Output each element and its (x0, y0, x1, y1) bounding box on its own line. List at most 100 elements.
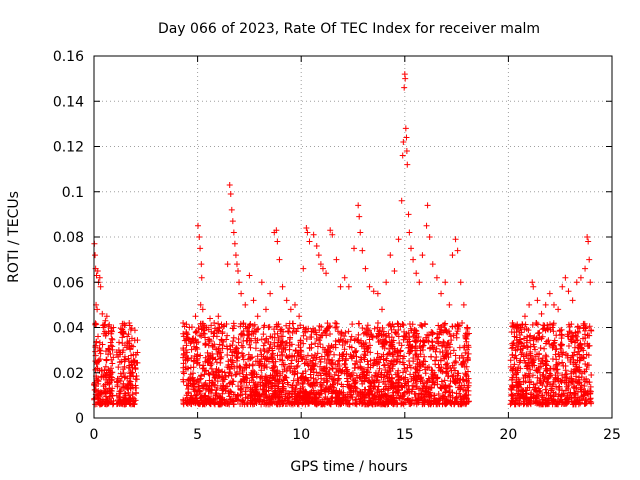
data-point (413, 270, 420, 277)
density-point (441, 377, 448, 384)
density-point (344, 381, 351, 388)
density-point (401, 328, 408, 335)
density-point (103, 356, 110, 363)
density-point (517, 339, 524, 346)
density-point (292, 390, 299, 397)
density-point (200, 365, 207, 372)
density-point (531, 386, 538, 393)
density-point (376, 330, 383, 337)
density-point (525, 370, 532, 377)
density-point (263, 394, 270, 401)
density-point (588, 327, 595, 334)
density-point (433, 397, 440, 404)
density-point (567, 329, 574, 336)
data-point (198, 261, 205, 268)
density-point (266, 395, 273, 402)
density-point (388, 358, 395, 365)
density-point (314, 397, 321, 404)
density-point (120, 329, 127, 336)
data-point (199, 306, 206, 313)
density-point (435, 400, 442, 407)
density-point (535, 388, 542, 395)
density-point (570, 361, 577, 368)
density-point (432, 357, 439, 364)
density-point (281, 397, 288, 404)
density-point (244, 375, 251, 382)
density-point (442, 401, 449, 408)
density-point (379, 341, 386, 348)
density-point (181, 337, 188, 344)
density-point (308, 390, 315, 397)
density-point (464, 346, 471, 353)
density-point (460, 344, 467, 351)
y-tick-label: 0.02 (53, 366, 84, 382)
density-point (543, 383, 550, 390)
density-point (568, 395, 575, 402)
density-point (401, 382, 408, 389)
density-point (212, 356, 219, 363)
density-point (265, 338, 272, 345)
density-point (559, 351, 566, 358)
density-point (546, 372, 553, 379)
density-point (578, 344, 585, 351)
density-point (428, 367, 435, 374)
density-point (581, 383, 588, 390)
density-point (263, 335, 270, 342)
y-tick-label: 0.16 (53, 49, 84, 65)
density-point (236, 364, 243, 371)
density-point (186, 375, 193, 382)
density-point (342, 357, 349, 364)
density-point (519, 349, 526, 356)
density-point (266, 344, 273, 351)
density-point (318, 387, 325, 394)
density-point (458, 398, 465, 405)
density-point (368, 374, 375, 381)
data-point (341, 274, 348, 281)
density-point (230, 334, 237, 341)
density-point (293, 394, 300, 401)
data-point (227, 191, 234, 198)
density-point (184, 356, 191, 363)
density-point (384, 351, 391, 358)
density-point (534, 374, 541, 381)
density-point (549, 344, 556, 351)
density-point (583, 396, 590, 403)
density-point (436, 331, 443, 338)
density-point (541, 375, 548, 382)
density-point (264, 349, 271, 356)
density-point (375, 388, 382, 395)
density-point (132, 366, 139, 373)
density-point (106, 346, 113, 353)
data-point (207, 315, 214, 322)
density-point (247, 320, 254, 327)
density-point (514, 367, 521, 374)
density-point (428, 384, 435, 391)
density-point (217, 359, 224, 366)
density-point (332, 344, 339, 351)
density-point (556, 397, 563, 404)
density-point (406, 338, 413, 345)
density-point (207, 396, 214, 403)
density-point (384, 369, 391, 376)
density-point (516, 359, 523, 366)
density-point (213, 359, 220, 366)
density-point (360, 330, 367, 337)
density-point (364, 364, 371, 371)
density-point (533, 320, 540, 327)
density-point (320, 365, 327, 372)
density-point (510, 365, 517, 372)
density-point (291, 370, 298, 377)
density-point (215, 320, 222, 327)
density-point (194, 346, 201, 353)
density-point (299, 399, 306, 406)
density-point (117, 370, 124, 377)
data-point (291, 301, 298, 308)
density-point (324, 378, 331, 385)
density-point (304, 361, 311, 368)
density-point (295, 349, 302, 356)
density-point (249, 401, 256, 408)
density-point (531, 362, 538, 369)
density-point (509, 382, 516, 389)
density-point (452, 379, 459, 386)
data-point (246, 272, 253, 279)
